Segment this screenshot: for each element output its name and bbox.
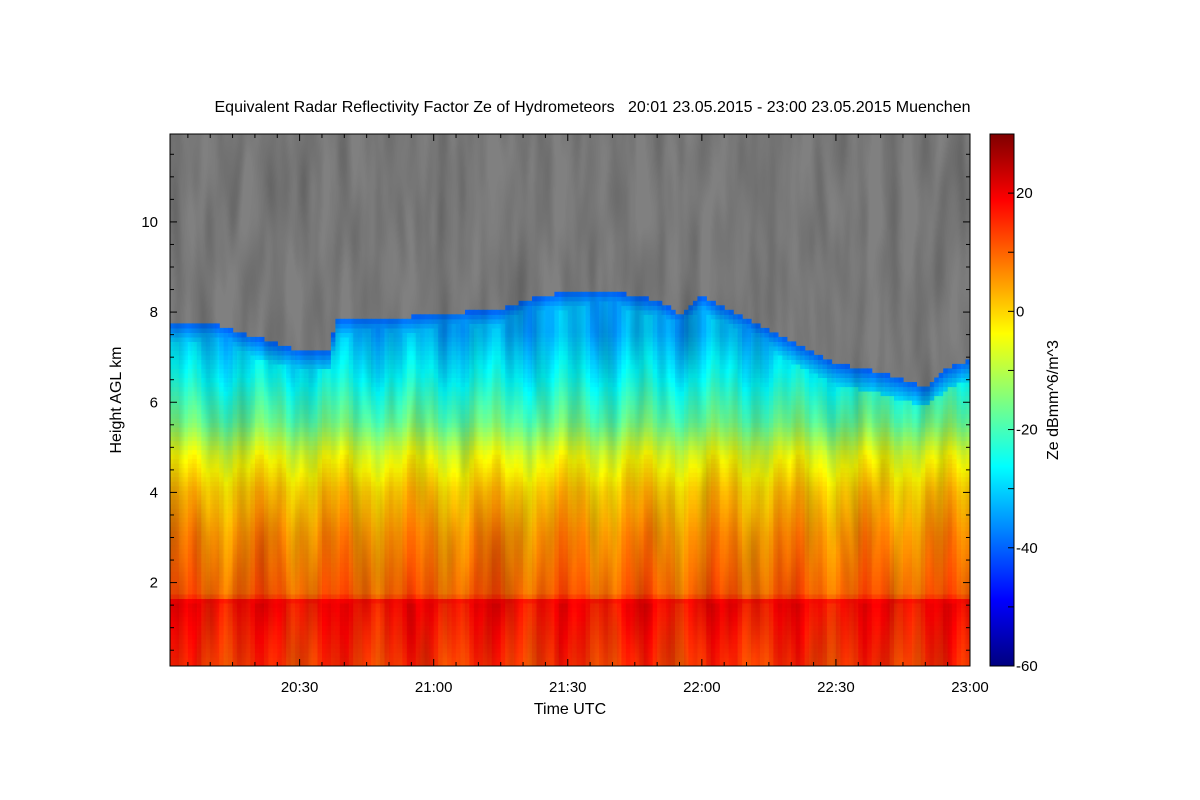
colorbar: 20 0 -20 -40 -60 [989, 133, 1038, 675]
plot-area [170, 134, 970, 666]
y-tick-label: 2 [150, 575, 158, 592]
x-tick-label: 23:00 [951, 679, 989, 696]
y-tick-label: 8 [150, 304, 158, 321]
y-tick-label: 10 [141, 214, 158, 231]
colorbar-tick-label: -60 [1016, 658, 1038, 675]
texture-overlay [170, 134, 970, 666]
x-axis: 20:30 21:00 21:30 22:00 22:30 23:00 [187, 134, 989, 696]
colorbar-tick-label: -20 [1016, 422, 1038, 439]
chart-title: Equivalent Radar Reflectivity Factor Ze … [214, 99, 971, 116]
colorbar-gradient [989, 133, 1015, 667]
x-tick-label: 22:30 [817, 679, 855, 696]
y-axis-title: Height AGL km [108, 346, 125, 453]
plot-frame [169, 133, 971, 667]
colorbar-tick-label: -40 [1016, 540, 1038, 557]
x-tick-label: 20:30 [281, 679, 319, 696]
x-tick-label: 21:00 [415, 679, 453, 696]
colorbar-title: Ze dBmm^6/m^3 [1045, 340, 1062, 460]
y-tick-label: 6 [150, 394, 158, 411]
x-tick-label: 22:00 [683, 679, 721, 696]
colorbar-tick-label: 20 [1016, 185, 1033, 202]
y-tick-label: 4 [150, 484, 158, 501]
x-tick-label: 21:30 [549, 679, 587, 696]
colorbar-tick-label: 0 [1016, 303, 1024, 320]
y-axis: 2 4 6 8 10 [141, 153, 970, 651]
x-axis-title: Time UTC [534, 701, 606, 718]
